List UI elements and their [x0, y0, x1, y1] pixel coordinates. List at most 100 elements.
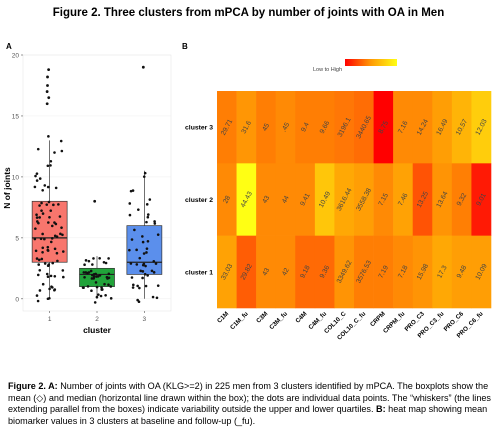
outlier-point [47, 68, 51, 72]
data-point [94, 272, 97, 276]
column-label: C3M [255, 310, 269, 324]
data-point [93, 301, 97, 304]
outlier-point [47, 96, 51, 100]
data-point [46, 164, 50, 168]
data-point [46, 185, 50, 189]
data-point [59, 139, 63, 143]
data-point [46, 264, 50, 268]
data-point [152, 259, 156, 263]
heatmap-cell [236, 91, 257, 164]
data-point [38, 204, 41, 207]
data-point [60, 226, 63, 229]
data-point [102, 261, 106, 264]
data-point [143, 171, 147, 175]
data-point [142, 262, 146, 266]
data-point [47, 200, 51, 204]
data-point [53, 274, 57, 278]
outlier-point [45, 102, 49, 106]
column-label: C4M [294, 310, 308, 324]
y-axis-label: N of joints [2, 167, 12, 209]
outlier-point [93, 199, 97, 203]
data-point [135, 263, 139, 266]
heatmap-cell [412, 91, 433, 164]
data-point [36, 299, 40, 303]
data-point [145, 203, 149, 206]
heatmap-cell [256, 235, 277, 309]
heatmap-cell [373, 163, 394, 236]
data-point [145, 247, 149, 250]
heatmap-cell [236, 235, 257, 309]
data-point [92, 257, 95, 260]
data-point [82, 271, 86, 274]
data-point [50, 224, 54, 228]
data-point [142, 175, 146, 178]
heatmap-cell [236, 163, 257, 236]
heatmap-cell [217, 163, 237, 236]
heatmap-cell [393, 163, 414, 236]
data-point [39, 237, 43, 241]
data-point [40, 201, 43, 205]
data-point [89, 269, 93, 273]
data-point [35, 172, 39, 175]
box-cluster-3 [126, 225, 163, 275]
data-point [36, 147, 40, 151]
data-point [53, 288, 57, 291]
data-point [107, 257, 110, 260]
data-point [152, 271, 156, 274]
data-point [49, 164, 52, 167]
heatmap-cell [393, 91, 414, 164]
heatmap-cell [393, 235, 414, 309]
data-point [87, 271, 91, 274]
data-point [33, 237, 37, 241]
y-tick-label: 15 [12, 113, 20, 120]
heatmap-cell [334, 235, 355, 309]
heatmap-cell [432, 163, 453, 236]
figure-caption: Figure 2. A: Number of joints with OA (K… [8, 381, 492, 427]
data-point [59, 232, 62, 236]
heatmap-cell [451, 235, 472, 309]
data-point [41, 188, 44, 192]
data-point [129, 189, 133, 193]
legend-label: Low to High [313, 67, 342, 73]
data-point [48, 215, 51, 219]
data-point [37, 258, 41, 262]
data-point [133, 228, 136, 232]
figure-title: Figure 2. Three clusters from mPCA by nu… [52, 7, 445, 19]
data-point [146, 213, 150, 216]
heatmap-cell [275, 91, 296, 164]
data-point [136, 284, 139, 288]
data-point [62, 275, 65, 279]
data-point [129, 262, 133, 265]
data-point [97, 293, 100, 296]
heatmap-cell [412, 235, 433, 309]
data-point [142, 252, 146, 255]
caption-prefix: Figure 2. A: [8, 381, 58, 391]
data-point [61, 250, 65, 253]
data-point [34, 227, 37, 230]
data-point [146, 239, 150, 243]
data-point [95, 295, 99, 299]
data-point [38, 177, 42, 180]
data-point [49, 240, 53, 244]
heatmap-cell [354, 235, 374, 309]
heatmap-cell [295, 235, 316, 309]
data-point [83, 263, 86, 267]
heatmap-cell [217, 91, 237, 164]
data-point [84, 259, 88, 262]
data-point [109, 285, 113, 288]
heatmap-cell [295, 163, 316, 236]
data-point [137, 300, 141, 304]
data-point [46, 249, 50, 252]
heatmap-cell [451, 91, 472, 164]
outlier-point [46, 75, 49, 79]
data-point [41, 282, 45, 286]
legend-gradient [345, 59, 397, 66]
data-point [128, 202, 132, 205]
data-point [34, 249, 38, 253]
data-point [52, 203, 55, 207]
data-point [148, 198, 152, 201]
cell-value-label: 43 [262, 195, 272, 205]
data-point [95, 285, 99, 289]
data-point [109, 297, 113, 300]
x-tick-label: 2 [95, 316, 99, 323]
